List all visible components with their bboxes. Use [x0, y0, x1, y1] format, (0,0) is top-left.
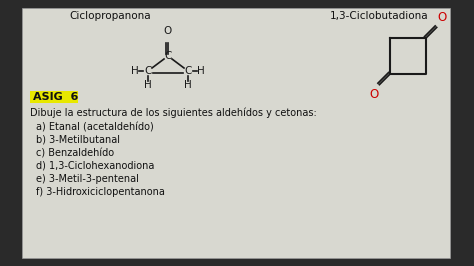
Text: H: H — [131, 66, 139, 76]
Text: C: C — [144, 66, 152, 76]
Text: H: H — [197, 66, 205, 76]
Text: H: H — [144, 80, 152, 90]
Text: O: O — [370, 88, 379, 101]
Text: c) Benzaldehído: c) Benzaldehído — [36, 148, 114, 158]
Text: Dibuje la estructura de los siguientes aldehídos y cetonas:: Dibuje la estructura de los siguientes a… — [30, 107, 317, 118]
Text: d) 1,3-Ciclohexanodiona: d) 1,3-Ciclohexanodiona — [36, 161, 155, 171]
Text: b) 3-Metilbutanal: b) 3-Metilbutanal — [36, 135, 120, 145]
Text: a) Etanal (acetaldehído): a) Etanal (acetaldehído) — [36, 122, 154, 132]
Text: f) 3-Hidroxiciclopentanona: f) 3-Hidroxiciclopentanona — [36, 187, 165, 197]
Text: C: C — [164, 51, 172, 61]
Text: Ciclopropanona: Ciclopropanona — [69, 11, 151, 21]
Text: H: H — [184, 80, 192, 90]
Text: ASIG  6: ASIG 6 — [33, 92, 78, 102]
Text: O: O — [164, 26, 172, 36]
Text: O: O — [437, 11, 446, 24]
Text: C: C — [184, 66, 191, 76]
Text: e) 3-Metil-3-pentenal: e) 3-Metil-3-pentenal — [36, 174, 139, 184]
Text: 1,3-Ciclobutadiona: 1,3-Ciclobutadiona — [330, 11, 428, 21]
Bar — [30, 91, 78, 103]
